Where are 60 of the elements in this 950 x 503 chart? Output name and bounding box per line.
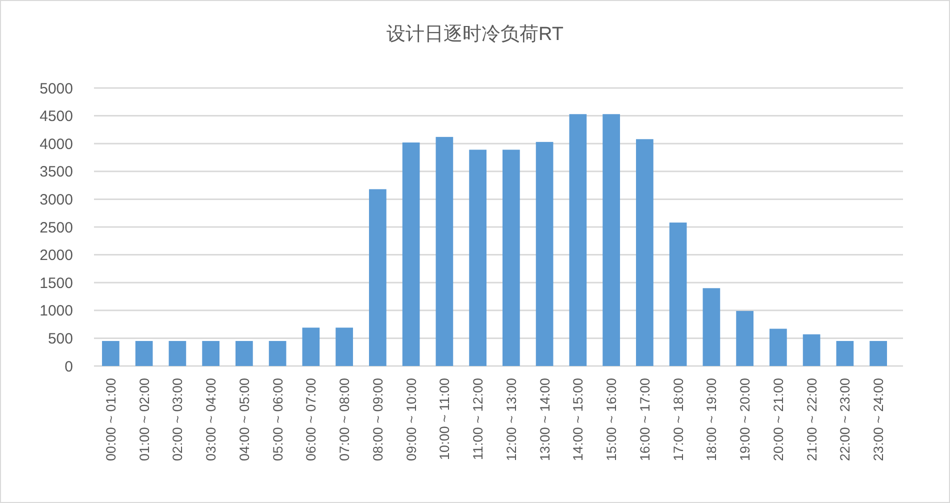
bar xyxy=(135,340,153,366)
bar xyxy=(402,142,420,366)
bar xyxy=(102,340,120,366)
bar xyxy=(168,340,186,366)
x-tick-label: 02:00 ~ 03:00 xyxy=(170,378,186,461)
bar xyxy=(369,189,386,366)
y-tick-label: 3000 xyxy=(40,191,73,208)
y-tick-label: 3500 xyxy=(40,164,73,181)
y-tick-label: 2000 xyxy=(40,247,73,264)
bar xyxy=(836,340,854,366)
x-tick-label: 11:00 ~ 12:00 xyxy=(470,378,486,460)
x-tick-label: 23:00 ~ 24:00 xyxy=(871,378,886,461)
y-tick-label: 0 xyxy=(64,358,73,376)
y-tick-label: 4000 xyxy=(40,136,73,153)
y-tick-label: 1500 xyxy=(40,274,73,292)
bar xyxy=(602,114,620,366)
x-tick-label: 14:00 ~ 15:00 xyxy=(570,378,586,461)
bar xyxy=(636,139,654,366)
x-tick-label: 06:00 ~ 07:00 xyxy=(304,378,319,461)
x-tick-label: 09:00 ~ 10:00 xyxy=(404,378,419,461)
x-tick-label: 12:00 ~ 13:00 xyxy=(504,378,519,461)
chart-title: 设计日逐时冷负荷RT xyxy=(386,24,564,45)
bar xyxy=(502,150,520,366)
x-tick-label: 07:00 ~ 08:00 xyxy=(337,378,352,461)
x-tick-label: 05:00 ~ 06:00 xyxy=(270,378,286,461)
x-tick-label: 00:00 ~ 01:00 xyxy=(103,378,118,461)
x-tick-label: 04:00 ~ 05:00 xyxy=(236,378,252,461)
x-tick-label: 10:00 ~ 11:00 xyxy=(437,378,452,460)
bar xyxy=(336,328,353,366)
bar xyxy=(202,340,220,366)
bar xyxy=(669,222,687,366)
y-tick-label: 4500 xyxy=(40,108,73,126)
bar xyxy=(536,142,554,366)
bar xyxy=(436,136,454,366)
x-tick-label: 18:00 ~ 19:00 xyxy=(704,378,720,461)
x-tick-label: 01:00 ~ 02:00 xyxy=(136,378,152,461)
x-tick-label: 15:00 ~ 16:00 xyxy=(604,378,620,461)
bar xyxy=(702,288,720,366)
bar xyxy=(736,310,754,366)
y-tick-label: 500 xyxy=(48,330,73,348)
y-tick-label: 1000 xyxy=(40,302,73,320)
bar xyxy=(569,114,587,366)
bar xyxy=(770,328,787,366)
bar xyxy=(302,328,320,366)
x-tick-label: 17:00 ~ 18:00 xyxy=(670,378,686,461)
bar xyxy=(469,150,486,366)
x-tick-label: 03:00 ~ 04:00 xyxy=(204,378,219,461)
x-tick-label: 16:00 ~ 17:00 xyxy=(637,378,652,461)
x-tick-label: 19:00 ~ 20:00 xyxy=(738,378,753,461)
bar xyxy=(870,340,887,366)
bar xyxy=(236,340,253,366)
bar xyxy=(802,334,820,366)
x-tick-label: 21:00 ~ 22:00 xyxy=(804,378,820,461)
y-tick-label: 2500 xyxy=(40,219,73,236)
x-tick-label: 08:00 ~ 09:00 xyxy=(370,378,386,461)
y-tick-label: 5000 xyxy=(40,80,73,98)
x-tick-label: 22:00 ~ 23:00 xyxy=(838,378,853,461)
bar xyxy=(268,340,286,366)
x-tick-label: 13:00 ~ 14:00 xyxy=(537,378,552,461)
x-tick-label: 20:00 ~ 21:00 xyxy=(770,378,786,461)
